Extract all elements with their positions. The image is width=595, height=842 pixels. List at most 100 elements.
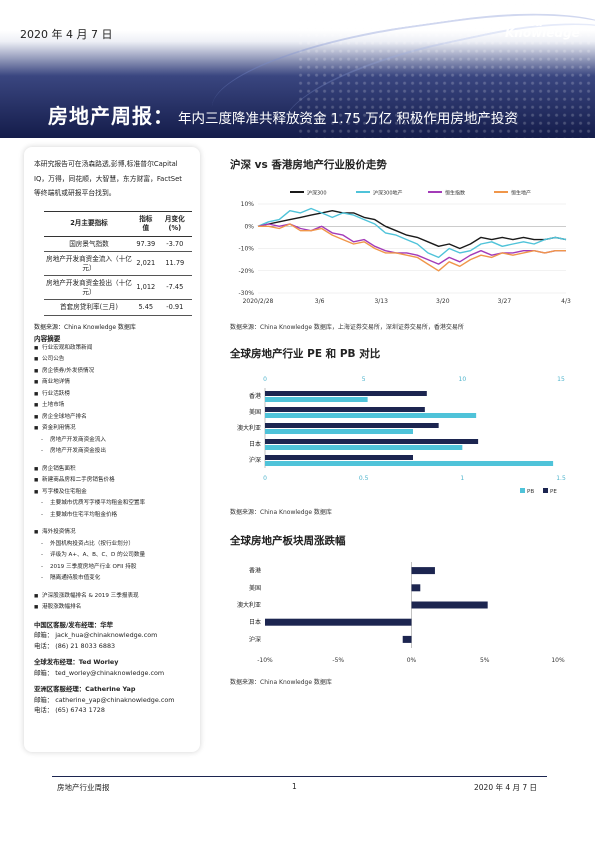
table-cell: 房地产开发商资金投出（十亿元） [44,275,134,300]
table-cell: 2,021 [133,251,158,276]
table-row: 房地产开发商资金流入（十亿元） 2,021 11.79 [44,251,192,276]
table-row: 国房景气指数 97.39 -3.70 [44,236,192,252]
contact-phone: 电话： (86) 21 8033 6883 [34,641,116,650]
list-item[interactable]: 行业宏观和政策新闻 [34,343,190,355]
category-label: 香港 [249,567,261,575]
y-tick-label: -20% [238,268,254,275]
list-item[interactable]: 房企销售面积 [34,464,190,476]
list-subitem[interactable]: 2019 三季度房地产行业 OFII 持股 [34,562,190,574]
list-item[interactable]: 新建商品房和二手房销售价格 [34,475,190,487]
contact-title: 中国区客服/发布经理：华荦 [34,620,114,629]
logo-line-1: China [505,15,544,29]
category-label: 沪深 [249,635,261,643]
list-item[interactable]: 写字楼及住宅租金 [34,487,190,499]
table-cell: 1,012 [133,275,158,300]
list-item[interactable]: 港股涨跌幅排名 [34,602,190,614]
table-cell: 97.39 [133,236,158,252]
list-item[interactable]: 房企全球地产排名 [34,412,190,424]
footer-date: 2020 年 4 月 7 日 [474,783,538,792]
contents-list: 行业宏观和政策新闻 公司公告 房企债券/外发债情况 商业地详情 行业活跃榜 土地… [34,343,190,458]
pe-pb-chart-title: 全球房地产行业 PE 和 PB 对比 [230,348,381,360]
table-row: 首套房贷利率(三月) 5.45 -0.91 [44,299,192,316]
pe-bar [265,407,425,412]
pb-bar [265,429,413,434]
change-bar [411,584,421,592]
list-item[interactable]: 商业地详情 [34,377,190,389]
change-bar [402,635,412,643]
category-label: 美国 [249,408,261,416]
series-line [258,223,566,272]
legend-label: 沪深300地产 [373,190,403,197]
legend-label: 沪深300 [307,190,327,197]
list-item[interactable]: 行业活跃榜 [34,389,190,401]
header-banner: 2020 年 4 月 7 日 China Knowledge 房地产周报： 年内三… [0,0,595,138]
pe-bar [265,439,479,444]
intro-text: 本研究报告可在汤森路透,彭博,标准普尔Capital IQ，万得，同花顺，大智慧… [34,160,182,197]
change-bar [411,567,435,575]
pe-bar [265,423,439,428]
pe-pb-chart-source: 数据来源：China Knowledge 数据库 [230,509,332,516]
list-subitem[interactable]: 评级为 A+、A、B、C、D 的公司数量 [34,550,190,562]
banner-dot-pattern [295,0,595,138]
legend-label: 恒生地产 [511,190,531,197]
list-item[interactable]: 沪深股涨跌幅排名 & 2019 三季报表现 [34,591,190,603]
contact-block: 全球发布经理：Ted Worley 邮箱： ted_worley@chinakn… [34,657,190,678]
pb-axis-tick-label: 1.5 [556,475,566,482]
category-label: 澳大利亚 [237,424,261,432]
category-label: 日本 [249,440,261,448]
list-item[interactable]: 海外投资情况 [34,527,190,539]
list-subitem[interactable]: 房地产开发商资金流入 [34,435,190,447]
table-row: 房地产开发商资金投出（十亿元） 1,012 -7.45 [44,275,192,300]
contact-email[interactable]: 邮箱： ted_worley@chinaknowledge.com [34,668,165,677]
stock-trend-chart-title: 沪深 vs 香港房地产行业股价走势 [230,159,387,171]
contact-phone: 电话： (65) 6743 1728 [34,706,105,714]
contents-title: 内容摘要 [34,334,61,343]
y-tick-label: -10% [238,246,254,253]
contact-block: 中国区客服/发布经理：华荦 邮箱： jack_hua@chinaknowledg… [34,620,190,652]
y-tick-label: -30% [238,290,254,297]
list-subitem[interactable]: 主要城市住宅平均租金价格 [34,510,190,522]
list-item[interactable]: 房企债券/外发债情况 [34,366,190,378]
x-tick-label: -10% [257,657,273,664]
china-knowledge-logo[interactable]: China Knowledge [505,15,580,39]
x-tick-label: 0% [407,657,417,664]
pe-axis-tick-label: 10 [459,376,467,383]
legend-label: PB [527,489,534,495]
contact-email[interactable]: 邮箱： jack_hua@chinaknowledge.com [34,631,158,639]
list-subitem[interactable]: 房地产开发商资金投出 [34,446,190,458]
weekly-change-chart-source: 数据来源：China Knowledge 数据库 [230,679,332,686]
category-label: 香港 [249,392,261,400]
x-tick-label: -5% [332,657,344,664]
table-cell: -3.70 [157,236,192,252]
x-tick-label: 5% [480,657,490,664]
legend-label: PE [550,489,557,495]
list-item[interactable]: 公司公告 [34,354,190,366]
report-title-sub: 年内三度降准共释放资金 1.75 万亿 积极作用房地产投资 [178,111,518,127]
column-header: 2月主要指标 [44,210,134,237]
report-date: 2020 年 4 月 7 日 [20,28,113,41]
series-line [257,207,567,259]
pe-axis-tick-label: 5 [362,376,366,383]
y-tick-label: 10% [241,201,255,208]
contents-list: 沪深股涨跌幅排名 & 2019 三季报表现 港股涨跌幅排名 [34,591,190,614]
pe-axis-tick-label: 15 [557,376,565,383]
list-subitem[interactable]: 主要城市优质写字楼平均租金和空置率 [34,498,190,510]
list-item[interactable]: 土地市场 [34,400,190,412]
report-title: 房地产周报： 年内三度降准共释放资金 1.75 万亿 积极作用房地产投资 [48,100,518,129]
pb-bar [265,397,368,402]
contact-block: 亚洲区客服经理：Catherine Yap 邮箱： catherine_yap@… [34,684,190,716]
table-cell: -0.91 [157,299,192,316]
pe-axis-tick-label: 0 [263,376,267,383]
list-subitem[interactable]: 外国机构投资占比（按行业划分） [34,539,190,551]
stock-trend-line-chart: 沪深300 沪深300地产 恒生指数 恒生地产 10% 0% -10% -20% -30%202… [238,190,571,306]
contact-email[interactable]: 邮箱： catherine_yap@chinaknowledge.com [34,695,175,704]
report-title-main: 房地产周报： [48,104,174,128]
pb-bar [265,461,554,466]
series-line [257,210,567,250]
list-item[interactable]: 资金利用情况 [34,423,190,435]
category-label: 日本 [249,618,261,626]
list-subitem[interactable]: 隔离通持股市值变化 [34,573,190,585]
legend-label: 恒生指数 [445,190,465,197]
